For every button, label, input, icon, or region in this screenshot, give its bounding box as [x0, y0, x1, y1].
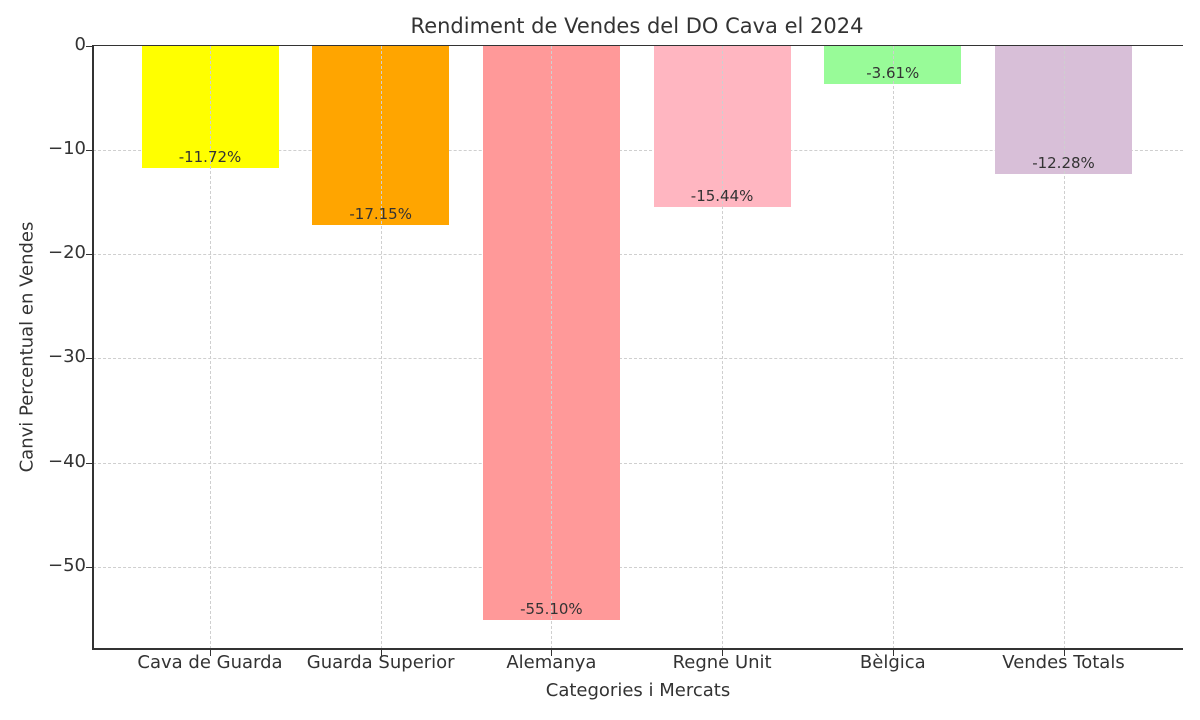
bar-value-label: -12.28%: [1032, 153, 1095, 172]
x-tick-label: Regne Unit: [672, 652, 772, 673]
h-gridline: [93, 150, 1183, 152]
x-tick-mark: [722, 650, 724, 656]
x-tick-mark: [210, 650, 211, 656]
h-gridline: [93, 254, 1183, 256]
x-tick-mark: [892, 650, 894, 656]
y-tick-mark: [86, 566, 92, 568]
x-tick-label: Cava de Guarda: [137, 652, 283, 673]
v-gridline: [722, 46, 724, 649]
plot-area: -11.72% -17.15% -55.10% -15.44% -3.61% -12.28…: [93, 46, 1183, 649]
x-tick-label: Vendes Totals: [1002, 652, 1125, 673]
x-tick-mark: [1063, 650, 1065, 656]
v-gridline: [892, 46, 894, 649]
x-axis-label: Categories i Mercats: [545, 680, 731, 701]
y-tick-mark: [86, 254, 92, 256]
y-tick-label: −50: [48, 554, 86, 576]
y-tick-label: −40: [48, 450, 86, 472]
bar-value-label: -55.10%: [520, 599, 583, 618]
h-gridline: [93, 462, 1183, 464]
h-gridline: [93, 566, 1183, 568]
y-tick-label: −30: [48, 346, 86, 368]
x-tick-label: Bèlgica: [859, 652, 926, 673]
v-gridline: [380, 46, 382, 649]
bar-value-label: -17.15%: [349, 204, 412, 223]
h-gridline: [93, 358, 1183, 360]
bar-value-label: -11.72%: [178, 148, 242, 167]
v-gridline: [551, 46, 553, 649]
y-tick-mark: [86, 150, 92, 152]
v-gridline: [1063, 46, 1065, 649]
bar-value-label: -15.44%: [690, 186, 754, 205]
chart-title: Rendiment de Vendes del DO Cava el 2024: [410, 14, 864, 38]
y-axis-line: [92, 46, 94, 650]
y-tick-label: −20: [48, 242, 86, 264]
x-tick-mark: [551, 650, 553, 656]
v-gridline: [210, 46, 211, 649]
x-tick-label: Guarda Superior: [306, 652, 455, 673]
x-axis-line: [92, 648, 1183, 650]
y-axis-label: Canvi Percentual en Vendes: [16, 221, 38, 473]
top-axis-line: [92, 45, 1183, 46]
y-tick-mark: [86, 462, 92, 464]
bar-value-label: -3.61%: [866, 63, 920, 82]
x-tick-label: Alemanya: [506, 652, 597, 673]
y-tick-mark: [86, 358, 92, 360]
y-tick-mark: [86, 46, 92, 47]
x-tick-mark: [380, 650, 382, 656]
y-tick-label: 0: [74, 34, 86, 55]
y-tick-label: −10: [48, 138, 86, 160]
